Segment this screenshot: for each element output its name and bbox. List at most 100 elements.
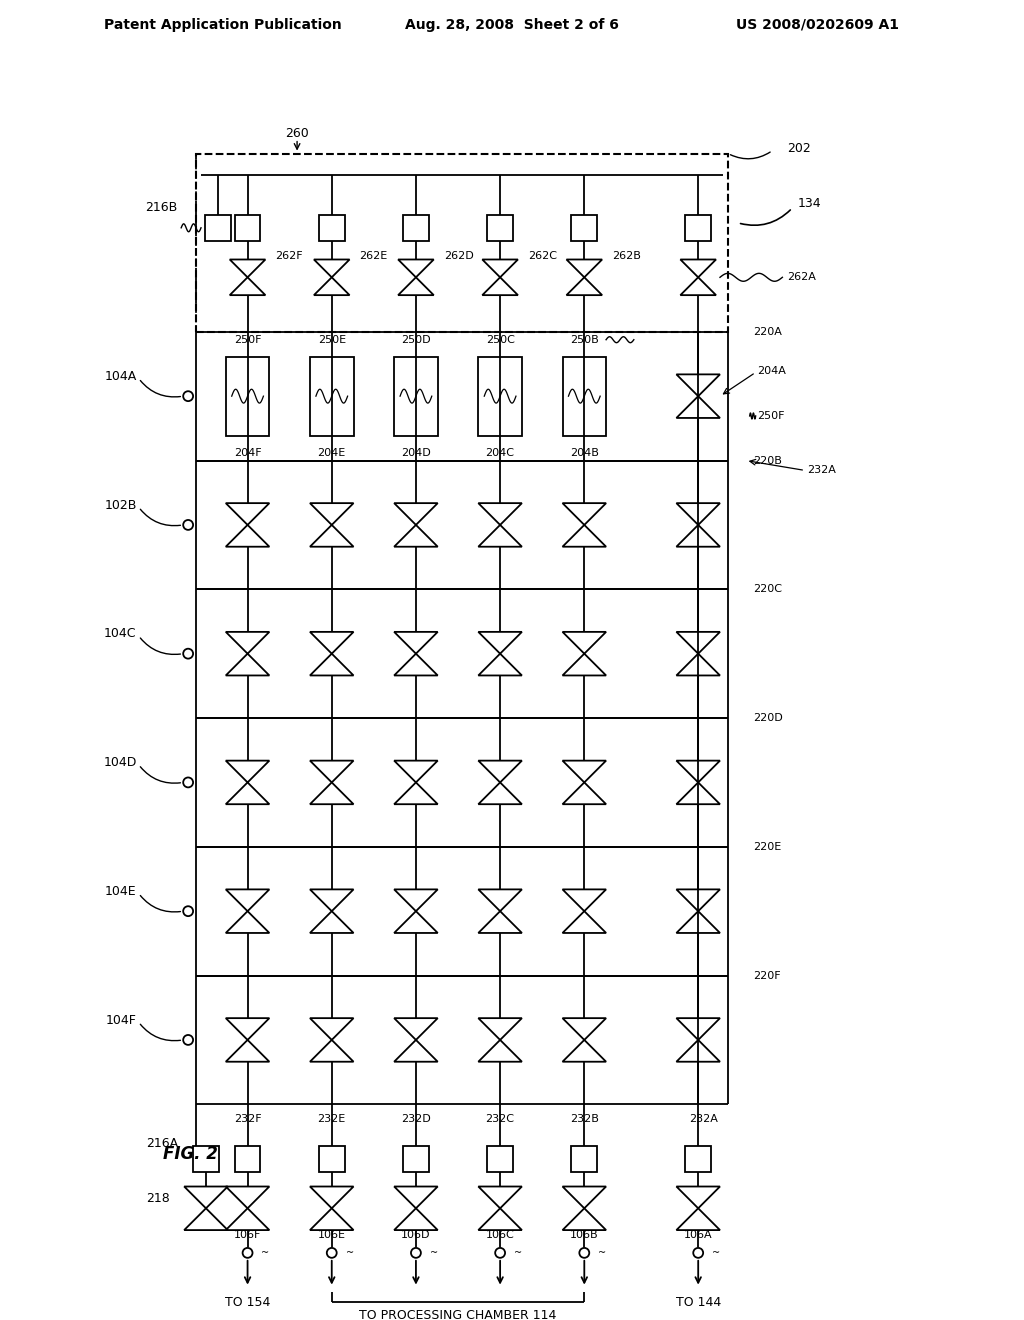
Text: 134: 134 [798, 197, 821, 210]
Polygon shape [310, 525, 353, 546]
Text: ~: ~ [261, 1247, 269, 1258]
Polygon shape [562, 1040, 606, 1061]
Polygon shape [394, 911, 437, 933]
Polygon shape [677, 783, 720, 804]
Bar [478, 356, 522, 436]
Polygon shape [310, 653, 353, 676]
Polygon shape [310, 503, 353, 525]
Polygon shape [398, 277, 434, 296]
Polygon shape [394, 1018, 437, 1040]
Text: 220B: 220B [753, 455, 781, 466]
Text: TO 154: TO 154 [225, 1296, 270, 1309]
Text: 218: 218 [146, 1192, 170, 1205]
Polygon shape [394, 653, 437, 676]
Polygon shape [394, 760, 437, 783]
Polygon shape [562, 653, 606, 676]
Text: 262C: 262C [527, 251, 557, 260]
Polygon shape [225, 632, 269, 653]
Polygon shape [394, 525, 437, 546]
Bar [403, 215, 429, 240]
Text: 104C: 104C [104, 627, 136, 640]
Polygon shape [310, 1187, 353, 1208]
Polygon shape [394, 890, 437, 911]
Polygon shape [680, 260, 716, 277]
Text: 216A: 216A [146, 1138, 178, 1151]
Text: 106F: 106F [233, 1230, 261, 1239]
Bar [571, 1146, 597, 1172]
Polygon shape [229, 260, 265, 277]
Polygon shape [478, 890, 522, 911]
Polygon shape [478, 1208, 522, 1230]
Polygon shape [225, 890, 269, 911]
Text: FIG. 2: FIG. 2 [164, 1144, 218, 1163]
Polygon shape [225, 653, 269, 676]
Polygon shape [677, 911, 720, 933]
Text: Patent Application Publication: Patent Application Publication [103, 17, 342, 32]
Polygon shape [677, 1018, 720, 1040]
Text: 106D: 106D [401, 1230, 431, 1239]
Text: 204F: 204F [233, 447, 261, 458]
Text: ~: ~ [430, 1247, 438, 1258]
Text: 250B: 250B [570, 335, 599, 345]
Polygon shape [478, 1187, 522, 1208]
Text: ~: ~ [514, 1247, 522, 1258]
Text: 204D: 204D [401, 447, 431, 458]
Text: 232F: 232F [233, 1114, 261, 1125]
Polygon shape [677, 890, 720, 911]
Text: 232A: 232A [807, 466, 836, 475]
Polygon shape [677, 653, 720, 676]
Polygon shape [314, 277, 349, 296]
Bar [403, 1146, 429, 1172]
Text: 250F: 250F [233, 335, 261, 345]
Bar [571, 215, 597, 240]
Polygon shape [394, 1187, 437, 1208]
Bar [318, 1146, 345, 1172]
Text: 106B: 106B [570, 1230, 599, 1239]
Polygon shape [562, 760, 606, 783]
Polygon shape [229, 277, 265, 296]
Bar [225, 356, 269, 436]
Polygon shape [677, 396, 720, 418]
Polygon shape [677, 503, 720, 525]
Polygon shape [478, 783, 522, 804]
Polygon shape [310, 783, 353, 804]
Polygon shape [566, 277, 602, 296]
Polygon shape [310, 632, 353, 653]
Polygon shape [314, 260, 349, 277]
Polygon shape [562, 503, 606, 525]
Text: 220A: 220A [753, 327, 781, 337]
Text: 106E: 106E [317, 1230, 346, 1239]
Bar [562, 356, 606, 436]
Polygon shape [310, 760, 353, 783]
Text: 104F: 104F [105, 1014, 136, 1027]
Bar [234, 1146, 260, 1172]
Text: US 2008/0202609 A1: US 2008/0202609 A1 [735, 17, 898, 32]
Bar [685, 1146, 711, 1172]
Text: 204A: 204A [758, 367, 786, 376]
Bar [487, 1146, 513, 1172]
Polygon shape [310, 890, 353, 911]
Bar [318, 215, 345, 240]
Bar [310, 356, 353, 436]
Polygon shape [394, 1040, 437, 1061]
Text: 262B: 262B [612, 251, 641, 260]
Text: 250C: 250C [485, 335, 514, 345]
Text: TO PROCESSING CHAMBER 114: TO PROCESSING CHAMBER 114 [359, 1308, 557, 1320]
Polygon shape [562, 632, 606, 653]
Text: TO 144: TO 144 [676, 1296, 721, 1309]
Polygon shape [562, 1208, 606, 1230]
Polygon shape [562, 525, 606, 546]
Bar [685, 215, 711, 240]
Text: 220C: 220C [753, 585, 781, 594]
Polygon shape [225, 783, 269, 804]
Polygon shape [225, 760, 269, 783]
Text: 250D: 250D [401, 335, 431, 345]
Polygon shape [184, 1208, 227, 1230]
Text: 202: 202 [787, 143, 811, 154]
Text: 204E: 204E [317, 447, 346, 458]
Polygon shape [225, 503, 269, 525]
Polygon shape [562, 911, 606, 933]
Text: 104A: 104A [104, 370, 136, 383]
Polygon shape [478, 653, 522, 676]
Polygon shape [677, 760, 720, 783]
